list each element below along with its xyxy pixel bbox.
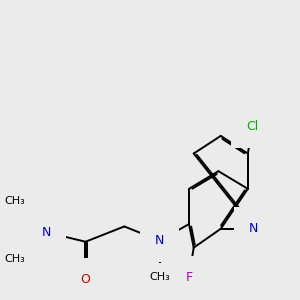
Text: N: N xyxy=(42,226,51,239)
Text: F: F xyxy=(185,271,193,284)
Text: CH₃: CH₃ xyxy=(4,196,25,206)
Text: CH₃: CH₃ xyxy=(149,272,170,282)
Text: CH₃: CH₃ xyxy=(4,254,25,264)
Text: N: N xyxy=(155,234,164,247)
Text: N: N xyxy=(249,222,258,235)
Text: O: O xyxy=(81,273,90,286)
Text: Cl: Cl xyxy=(246,120,259,133)
